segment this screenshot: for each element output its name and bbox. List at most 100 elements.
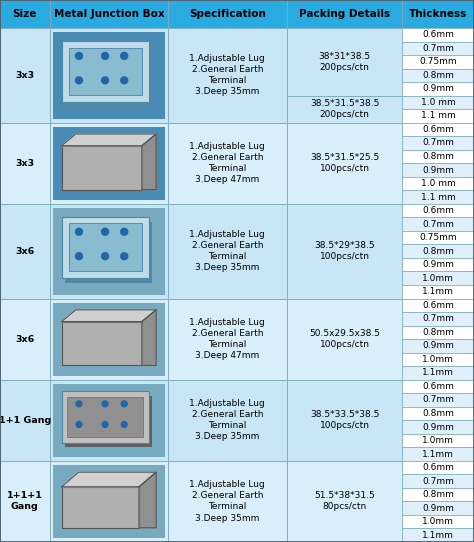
Text: 38.5*29*38.5
100pcs/ctn: 38.5*29*38.5 100pcs/ctn — [314, 241, 375, 261]
Bar — [65, 222, 152, 283]
Bar — [53, 32, 165, 119]
Bar — [402, 272, 474, 285]
Text: 38.5*31.5*38.5
200pcs/ctn: 38.5*31.5*38.5 200pcs/ctn — [310, 99, 379, 119]
Bar — [402, 190, 474, 204]
Bar — [53, 208, 165, 294]
Bar — [402, 82, 474, 95]
Bar — [168, 204, 287, 299]
Bar — [402, 69, 474, 82]
Bar — [402, 488, 474, 501]
Bar — [402, 55, 474, 69]
Text: 0.8mm: 0.8mm — [422, 152, 454, 161]
Text: 0.6mm: 0.6mm — [422, 382, 454, 391]
Bar — [402, 231, 474, 244]
Bar — [168, 380, 287, 461]
Bar — [402, 501, 474, 515]
Bar — [0, 122, 50, 204]
Text: 0.8mm: 0.8mm — [422, 71, 454, 80]
Bar — [402, 109, 474, 122]
Text: 0.8mm: 0.8mm — [422, 409, 454, 418]
Text: Size: Size — [13, 9, 37, 19]
Circle shape — [101, 228, 109, 235]
Bar — [402, 244, 474, 258]
Circle shape — [101, 253, 109, 260]
Text: 0.9mm: 0.9mm — [422, 260, 454, 269]
Bar — [402, 122, 474, 136]
Circle shape — [75, 77, 82, 84]
Text: 1+1+1
Gang: 1+1+1 Gang — [7, 492, 43, 512]
Text: 0.6mm: 0.6mm — [422, 125, 454, 134]
Bar — [402, 353, 474, 366]
Circle shape — [102, 422, 108, 428]
Bar — [402, 217, 474, 231]
Text: 1.1 mm: 1.1 mm — [421, 192, 456, 202]
Bar — [402, 299, 474, 312]
Text: 1.Adjustable Lug
2.General Earth
Terminal
3.Deep 35mm: 1.Adjustable Lug 2.General Earth Termina… — [190, 230, 265, 272]
Text: 38*31*38.5
200pcs/ctn: 38*31*38.5 200pcs/ctn — [319, 52, 371, 72]
Bar — [402, 258, 474, 272]
Bar — [402, 515, 474, 528]
Bar — [402, 434, 474, 447]
Circle shape — [121, 53, 128, 60]
Text: 1.1mm: 1.1mm — [422, 449, 454, 459]
Text: 0.6mm: 0.6mm — [422, 30, 454, 39]
Bar — [50, 461, 168, 542]
Bar — [287, 122, 402, 204]
Text: 1+1 Gang: 1+1 Gang — [0, 416, 51, 425]
Circle shape — [76, 422, 82, 428]
Circle shape — [121, 401, 127, 407]
Text: 0.6mm: 0.6mm — [422, 463, 454, 472]
Text: 0.8mm: 0.8mm — [422, 247, 454, 256]
Bar — [62, 391, 148, 442]
Text: 0.6mm: 0.6mm — [422, 206, 454, 215]
Text: 0.7mm: 0.7mm — [422, 138, 454, 147]
Text: 0.8mm: 0.8mm — [422, 328, 454, 337]
Polygon shape — [62, 472, 156, 487]
Text: 3x6: 3x6 — [15, 334, 35, 344]
Bar — [287, 0, 402, 28]
Bar — [402, 339, 474, 353]
Text: 1.0mm: 1.0mm — [422, 517, 454, 526]
Polygon shape — [142, 134, 156, 190]
Bar — [402, 163, 474, 177]
Text: 1.0mm: 1.0mm — [422, 274, 454, 283]
Bar — [62, 146, 142, 190]
Text: 0.9mm: 0.9mm — [422, 85, 454, 93]
Text: 1.1mm: 1.1mm — [422, 531, 454, 540]
Circle shape — [76, 401, 82, 407]
Bar — [402, 447, 474, 461]
Bar — [53, 384, 165, 457]
Text: 1.1mm: 1.1mm — [422, 287, 454, 296]
Text: 0.9mm: 0.9mm — [422, 423, 454, 431]
Text: Thickness: Thickness — [409, 9, 467, 19]
Text: 0.6mm: 0.6mm — [422, 301, 454, 310]
Circle shape — [101, 77, 109, 84]
Bar — [0, 28, 50, 122]
Bar — [0, 0, 50, 28]
Text: 50.5x29.5x38.5
100pcs/ctn: 50.5x29.5x38.5 100pcs/ctn — [309, 329, 380, 349]
Bar — [402, 95, 474, 109]
Text: 3x6: 3x6 — [15, 247, 35, 256]
Circle shape — [102, 401, 108, 407]
Bar — [402, 177, 474, 190]
Bar — [168, 299, 287, 380]
Text: 1.0 mm: 1.0 mm — [421, 98, 456, 107]
Circle shape — [75, 253, 82, 260]
Polygon shape — [139, 472, 156, 528]
Bar — [287, 299, 402, 380]
Circle shape — [121, 253, 128, 260]
Text: 1.0 mm: 1.0 mm — [421, 179, 456, 188]
Text: 0.75mm: 0.75mm — [419, 233, 457, 242]
Text: 0.7mm: 0.7mm — [422, 396, 454, 404]
Circle shape — [121, 422, 127, 428]
Text: Metal Junction Box: Metal Junction Box — [54, 9, 164, 19]
Text: 1.Adjustable Lug
2.General Earth
Terminal
3.Deep 35mm: 1.Adjustable Lug 2.General Earth Termina… — [190, 399, 265, 441]
Bar — [402, 474, 474, 488]
Bar — [402, 28, 474, 42]
Bar — [0, 299, 50, 380]
Text: 0.8mm: 0.8mm — [422, 490, 454, 499]
Text: 1.0mm: 1.0mm — [422, 436, 454, 445]
Bar — [62, 321, 142, 365]
Bar — [53, 127, 165, 200]
Bar — [65, 46, 152, 107]
